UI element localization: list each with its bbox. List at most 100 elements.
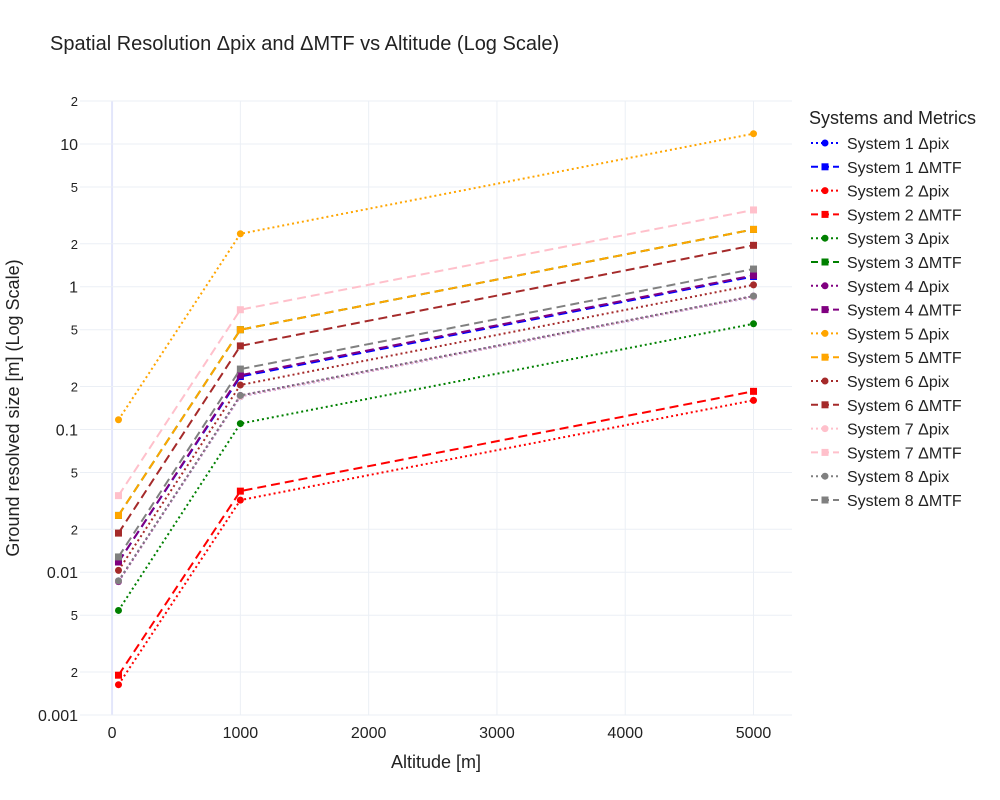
- data-point: [236, 342, 244, 350]
- legend-item[interactable]: System 6 ΔMTF: [811, 398, 962, 415]
- plot-area: [114, 130, 758, 689]
- data-point: [114, 529, 122, 537]
- data-point: [236, 496, 244, 504]
- legend-item[interactable]: System 6 Δpix: [811, 374, 949, 391]
- series: [114, 130, 758, 424]
- legend-swatch-marker: [821, 306, 829, 314]
- x-tick-label: 0: [108, 725, 117, 742]
- legend-item[interactable]: System 1 Δpix: [811, 136, 949, 153]
- data-point: [114, 577, 122, 585]
- legend-item[interactable]: System 1 ΔMTF: [811, 160, 962, 177]
- series: [114, 292, 758, 585]
- series: [114, 320, 758, 614]
- legend-swatch-marker: [821, 377, 829, 385]
- series-line: [117, 274, 754, 563]
- y-minor-tick-label: 2: [71, 380, 78, 395]
- legend-label: System 7 Δpix: [847, 422, 949, 439]
- legend-item[interactable]: System 8 Δpix: [811, 469, 949, 486]
- y-minor-tick-label: 2: [71, 522, 78, 537]
- legend-swatch-marker: [821, 353, 829, 361]
- legend-item[interactable]: System 7 ΔMTF: [811, 445, 962, 462]
- data-point: [114, 558, 122, 566]
- legend-swatch-marker: [821, 401, 829, 409]
- legend-swatch-marker: [821, 472, 829, 480]
- data-point: [750, 241, 758, 249]
- legend-item[interactable]: System 2 Δpix: [811, 184, 949, 201]
- data-point: [750, 206, 758, 214]
- data-point: [750, 320, 758, 328]
- grid: [80, 100, 792, 716]
- legend-item[interactable]: System 3 ΔMTF: [811, 255, 962, 272]
- data-point: [114, 681, 122, 689]
- data-point: [236, 306, 244, 314]
- legend-swatch-marker: [821, 448, 829, 456]
- x-tick-label: 5000: [736, 725, 772, 742]
- legend-item[interactable]: System 8 ΔMTF: [811, 493, 962, 510]
- legend-swatch-marker: [821, 163, 829, 171]
- series: [114, 396, 758, 689]
- data-point: [236, 371, 244, 379]
- y-tick-label: 0.01: [47, 565, 78, 582]
- y-minor-tick-label: 5: [71, 465, 78, 480]
- data-point: [114, 566, 122, 574]
- data-point: [750, 396, 758, 404]
- legend-label: System 1 ΔMTF: [847, 160, 962, 177]
- legend: Systems and Metrics System 1 Δpix System …: [809, 108, 976, 510]
- data-point: [114, 416, 122, 424]
- data-point: [114, 606, 122, 614]
- legend-label: System 5 ΔMTF: [847, 350, 962, 367]
- legend-swatch-marker: [821, 496, 829, 504]
- legend-swatch-marker: [821, 210, 829, 218]
- chart-title: Spatial Resolution Δpix and ΔMTF vs Alti…: [50, 33, 559, 55]
- data-point: [236, 487, 244, 495]
- legend-label: System 3 ΔMTF: [847, 255, 962, 272]
- legend-item[interactable]: System 2 ΔMTF: [811, 207, 962, 224]
- legend-swatch-marker: [821, 282, 829, 290]
- legend-label: System 5 Δpix: [847, 326, 949, 343]
- data-point: [750, 281, 758, 289]
- x-tick-label: 4000: [607, 725, 643, 742]
- series: [114, 265, 758, 561]
- series: [114, 281, 758, 574]
- legend-item[interactable]: System 4 ΔMTF: [811, 303, 962, 320]
- series-line: [117, 390, 754, 676]
- legend-label: System 3 Δpix: [847, 231, 949, 248]
- legend-item[interactable]: System 7 Δpix: [811, 422, 949, 439]
- x-tick-label: 1000: [223, 725, 259, 742]
- legend-item[interactable]: System 5 Δpix: [811, 326, 949, 343]
- y-tick-label: 0.1: [56, 422, 78, 439]
- series-line: [117, 132, 754, 421]
- data-point: [114, 492, 122, 500]
- y-axis-title: Ground resolved size [m] (Log Scale): [3, 259, 23, 556]
- legend-label: System 7 ΔMTF: [847, 445, 962, 462]
- legend-label: System 8 Δpix: [847, 469, 949, 486]
- series: [114, 225, 758, 519]
- legend-label: System 8 ΔMTF: [847, 493, 962, 510]
- series: [114, 387, 758, 679]
- legend-item[interactable]: System 4 Δpix: [811, 279, 949, 296]
- data-point: [114, 511, 122, 519]
- data-point: [236, 326, 244, 334]
- x-tick-label: 3000: [479, 725, 515, 742]
- y-tick-label: 0.001: [38, 708, 78, 725]
- legend-swatch-marker: [821, 187, 829, 195]
- legend-item[interactable]: System 3 Δpix: [811, 231, 949, 248]
- data-point: [750, 271, 758, 279]
- legend-label: System 1 Δpix: [847, 136, 949, 153]
- data-point: [236, 365, 244, 373]
- legend-label: System 2 ΔMTF: [847, 207, 962, 224]
- series-line: [117, 268, 754, 558]
- y-minor-tick-label: 2: [71, 94, 78, 109]
- y-minor-tick-label: 5: [71, 180, 78, 195]
- legend-swatch-marker: [821, 329, 829, 337]
- data-point: [750, 265, 758, 273]
- series-line: [117, 228, 754, 516]
- x-axis-title: Altitude [m]: [391, 752, 481, 772]
- data-point: [114, 671, 122, 679]
- legend-item[interactable]: System 5 ΔMTF: [811, 350, 962, 367]
- legend-label: System 6 Δpix: [847, 374, 949, 391]
- y-tick-label: 10: [60, 137, 78, 154]
- data-point: [236, 230, 244, 238]
